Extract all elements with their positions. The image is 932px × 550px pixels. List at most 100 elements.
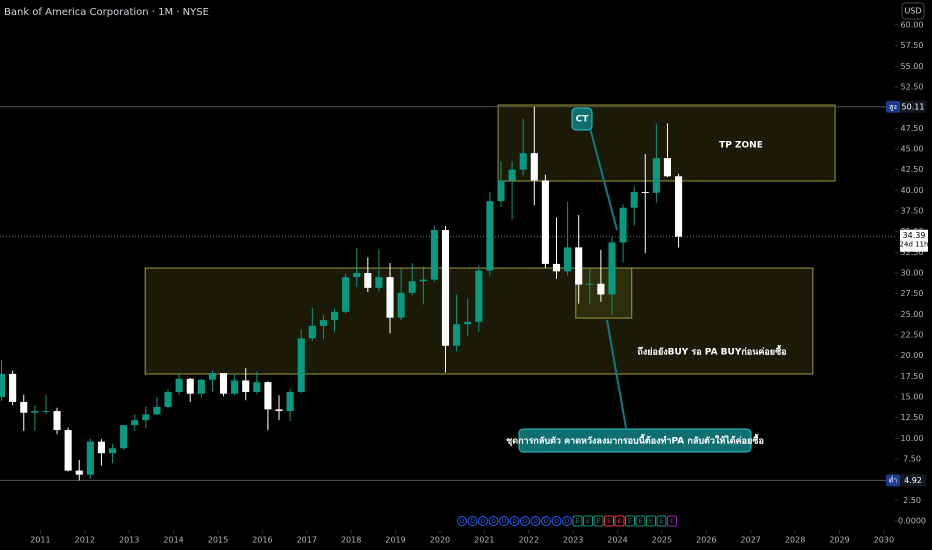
- y-tick-label: 57.50: [901, 41, 924, 50]
- x-tick-label: 2018: [341, 536, 361, 545]
- candle-body: [652, 158, 660, 193]
- event-icon: [509, 516, 520, 526]
- x-tick-label: 2025: [652, 536, 672, 545]
- y-tick-label: 15.00: [901, 393, 924, 402]
- y-tick-label: 20.00: [901, 351, 924, 360]
- callout-text: ชุดการกลับตัว คาดหวังลงมากรอบนี้ต้องทำPA…: [506, 434, 764, 447]
- event-icon: [530, 516, 541, 526]
- y-tick-label: 47.50: [901, 124, 924, 133]
- candle-body: [408, 281, 416, 293]
- candle-body: [342, 277, 350, 312]
- event-icon: [499, 516, 509, 526]
- marker-bg: [900, 100, 926, 113]
- callout-box: [571, 107, 593, 131]
- y-tick-label: 25.00: [901, 310, 924, 319]
- candle-body: [641, 191, 649, 193]
- candle-body: [319, 320, 327, 326]
- marker-tag: สูง: [889, 103, 897, 111]
- candle-body: [519, 153, 527, 170]
- candle-body: [264, 382, 272, 410]
- plot-area: 0.00002.505.007.5010.0012.5015.0017.5020…: [0, 21, 926, 545]
- candle-body: [0, 373, 6, 397]
- candle-body: [219, 373, 228, 394]
- x-tick-label: 2019: [385, 536, 405, 545]
- y-tick-label: 0.0000: [898, 517, 926, 526]
- event-label: D: [533, 518, 538, 525]
- x-tick-label: 2030: [874, 536, 894, 545]
- event-label: D: [523, 518, 528, 525]
- candle-body: [197, 379, 205, 394]
- event-icon: [667, 515, 677, 527]
- x-tick-label: 2021: [474, 536, 494, 545]
- y-tick-label: 30.00: [901, 269, 924, 278]
- candle-body: [608, 242, 616, 295]
- chart-title: Bank of America Corporation · 1M · NYSE: [4, 7, 209, 18]
- currency-button[interactable]: [901, 2, 925, 20]
- y-tick-label: 10.00: [901, 434, 924, 443]
- x-tick-label: 2022: [519, 536, 539, 545]
- event-label: D: [481, 518, 486, 525]
- candle-body: [231, 380, 239, 394]
- event-icon: [520, 516, 530, 526]
- candle-body: [53, 411, 61, 431]
- candle-body: [142, 414, 150, 421]
- candle-body: [619, 207, 627, 243]
- callout-pointer: [606, 319, 627, 429]
- x-tick-label: 2013: [119, 536, 139, 545]
- x-tick-label: 2023: [563, 536, 583, 545]
- marker-bg: [900, 474, 926, 487]
- callout-pointer: [589, 127, 618, 231]
- x-tick-label: 2027: [741, 536, 761, 545]
- event-label: E: [597, 518, 601, 525]
- event-label: D: [512, 518, 517, 525]
- y-tick-label: 32.50: [901, 248, 924, 257]
- x-tick-label: 2011: [30, 536, 50, 545]
- event-icon: [604, 515, 614, 527]
- event-icon: [562, 516, 572, 526]
- x-tick-label: 2024: [607, 536, 627, 545]
- candle-body: [275, 409, 283, 412]
- x-tick-label: 2017: [297, 536, 317, 545]
- event-label: D: [491, 518, 496, 525]
- candle-body: [208, 373, 216, 380]
- candle-body: [108, 448, 117, 454]
- candle-body: [330, 311, 339, 321]
- candle-body: [297, 338, 305, 393]
- event-label: E: [618, 518, 622, 525]
- candle-body: [663, 158, 672, 177]
- last-price-label: 34.39: [903, 231, 926, 240]
- candle-body: [175, 378, 183, 393]
- y-tick-label: 52.50: [901, 83, 924, 92]
- candle-body: [308, 325, 316, 339]
- candle-body: [541, 180, 549, 264]
- event-icon: [488, 516, 499, 526]
- event-label: D: [544, 518, 549, 525]
- y-tick-label: 60.00: [901, 21, 924, 30]
- candle-body: [86, 441, 94, 475]
- candle-body: [153, 406, 161, 415]
- candle-body: [42, 411, 50, 413]
- candle-body: [375, 277, 383, 288]
- candle-body: [419, 279, 427, 282]
- y-tick-label: 22.50: [901, 331, 924, 340]
- candle-body: [20, 401, 28, 413]
- event-label: E: [660, 518, 664, 525]
- currency-label[interactable]: USD: [904, 7, 921, 16]
- event-icon: [656, 515, 667, 527]
- y-tick-label: 2.50: [903, 496, 921, 505]
- x-tick-label: 2020: [430, 536, 450, 545]
- candle-body: [575, 247, 583, 285]
- candle-body: [430, 230, 438, 280]
- y-tick-label: 40.00: [901, 186, 924, 195]
- event-label: E: [639, 518, 643, 525]
- event-label: D: [502, 518, 507, 525]
- y-tick-label: 17.50: [901, 372, 924, 381]
- candle-body: [242, 380, 250, 393]
- y-tick-label: 7.50: [903, 455, 921, 464]
- zone-label: TP ZONE: [719, 141, 763, 151]
- event-icon: [625, 515, 635, 527]
- candle-body: [675, 176, 683, 237]
- candle-body: [586, 283, 594, 285]
